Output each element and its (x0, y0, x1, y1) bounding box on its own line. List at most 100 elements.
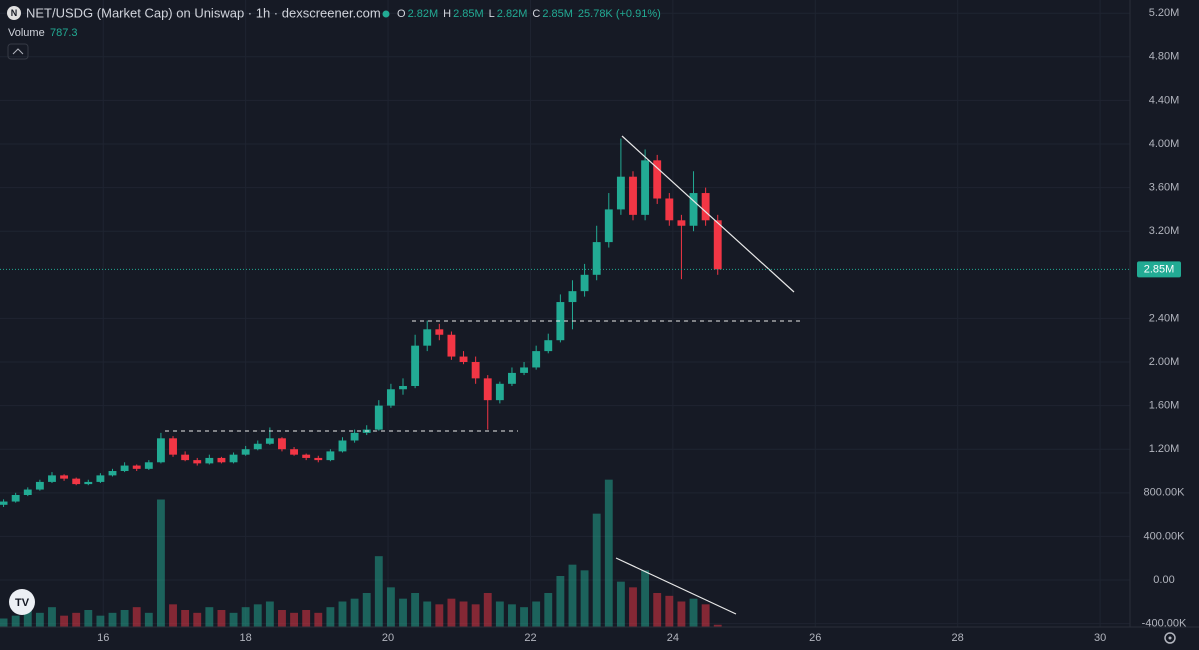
y-tick-label: 800.00K (1144, 487, 1186, 499)
candle-body (156, 438, 165, 463)
volume-label: Volume (8, 27, 45, 39)
candle-body (592, 242, 601, 275)
volume-bar (544, 593, 553, 627)
ohlc-value: 2.82M (408, 8, 439, 20)
candle-body (314, 457, 323, 461)
volume-bar (253, 604, 262, 627)
candle-body (374, 405, 383, 430)
candle-body (653, 160, 662, 199)
x-tick-label: 18 (240, 632, 252, 644)
volume-bar (84, 610, 93, 627)
volume-bar (48, 607, 56, 627)
y-tick-label: 3.60M (1149, 182, 1180, 194)
y-tick-label: 2.40M (1149, 312, 1180, 324)
candle-body (0, 501, 8, 505)
volume-bar (265, 601, 274, 627)
volume-bar (338, 601, 347, 627)
collapse-button[interactable] (7, 43, 29, 60)
volume-bar (447, 598, 456, 627)
volume-bar (604, 479, 613, 627)
volume-bar (459, 601, 468, 627)
volume-bar (616, 581, 625, 627)
volume-bar (508, 604, 516, 627)
volume-bar (72, 612, 81, 627)
volume-bar (411, 593, 420, 627)
candle-body (641, 160, 650, 215)
x-tick-label: 28 (952, 632, 964, 644)
volume-bar (193, 612, 202, 627)
candle-body (144, 462, 153, 469)
candle-body (205, 457, 214, 464)
ohlc-key: L (489, 8, 495, 20)
y-tick-label: 2.00M (1149, 356, 1180, 368)
volume-bar (532, 601, 541, 627)
ohlc-value: 2.85M (542, 8, 573, 20)
drawings (165, 135, 800, 615)
y-tick-label: 5.20M (1149, 7, 1180, 19)
ohlc-key: H (443, 8, 451, 20)
candle-body (350, 432, 359, 441)
candle-body (11, 494, 20, 502)
candle-body (326, 451, 335, 461)
volume-bar (181, 610, 190, 627)
candle-body (689, 193, 698, 226)
ohlc-key: C (532, 8, 540, 20)
y-tick-label: 0.00 (1153, 574, 1174, 586)
volume-bar (556, 576, 565, 627)
candle-body (604, 209, 613, 243)
volume-bar (217, 610, 226, 627)
ohlc-value: 2.82M (497, 8, 528, 20)
axes: -400.00K 0.00 400.00K 800.00K 1.20M 1.60M 2.00… (0, 7, 1187, 644)
candle-body (229, 454, 238, 463)
volume-bar (520, 607, 528, 627)
candle-body (253, 443, 262, 450)
candle-body (713, 220, 722, 270)
volume-bar (677, 601, 686, 627)
candle-body (459, 356, 468, 363)
volume-bar (629, 587, 637, 627)
candle-body (629, 176, 637, 215)
y-tick-label: -400.00K (1142, 618, 1187, 630)
volume-bar (350, 598, 359, 627)
trend-line (621, 135, 795, 293)
chart-title: NET/USDG (Market Cap) on Uniswap · 1h · … (26, 5, 381, 20)
settings-icon[interactable] (1164, 632, 1176, 644)
logo-circle (9, 589, 35, 615)
candle-body (60, 475, 69, 479)
tv-logo: TV (9, 589, 35, 615)
volume-bar (580, 570, 589, 627)
volume-bar (423, 601, 432, 627)
y-tick-label: 4.00M (1149, 138, 1180, 150)
token-icon (7, 6, 21, 20)
candle-layer (0, 138, 722, 507)
volume-bar (713, 624, 722, 627)
volume-bar (592, 513, 601, 627)
ohlc-change: 25.78K (+0.91%) (578, 8, 661, 20)
candle-body (193, 460, 202, 464)
volume-bar (0, 618, 8, 627)
candle-body (72, 478, 81, 485)
gear[interactable] (1164, 632, 1176, 644)
candle-body (568, 291, 577, 303)
volume-value: 787.3 (50, 27, 78, 39)
volume-bar (120, 610, 129, 627)
last-price-label: 2.85M (1144, 263, 1175, 275)
ohlc-value: 2.85M (453, 8, 484, 20)
candle-body (508, 372, 516, 384)
status-dot (382, 10, 390, 18)
candle-body (290, 449, 299, 455)
y-tick-label: 4.40M (1149, 94, 1180, 106)
candle-body (96, 475, 105, 482)
volume-bar (11, 615, 20, 627)
y-tick-label: 1.20M (1149, 443, 1180, 455)
logo-text: TV (15, 597, 30, 609)
last-price-box (1137, 261, 1181, 278)
volume-bar (35, 612, 44, 627)
candle-body (35, 481, 44, 490)
volume-bar (399, 598, 407, 627)
candle-body (120, 465, 129, 472)
volume-bar (108, 612, 117, 627)
candle-body (338, 440, 347, 452)
volume-bar (23, 610, 32, 627)
volume-bar (435, 604, 444, 627)
